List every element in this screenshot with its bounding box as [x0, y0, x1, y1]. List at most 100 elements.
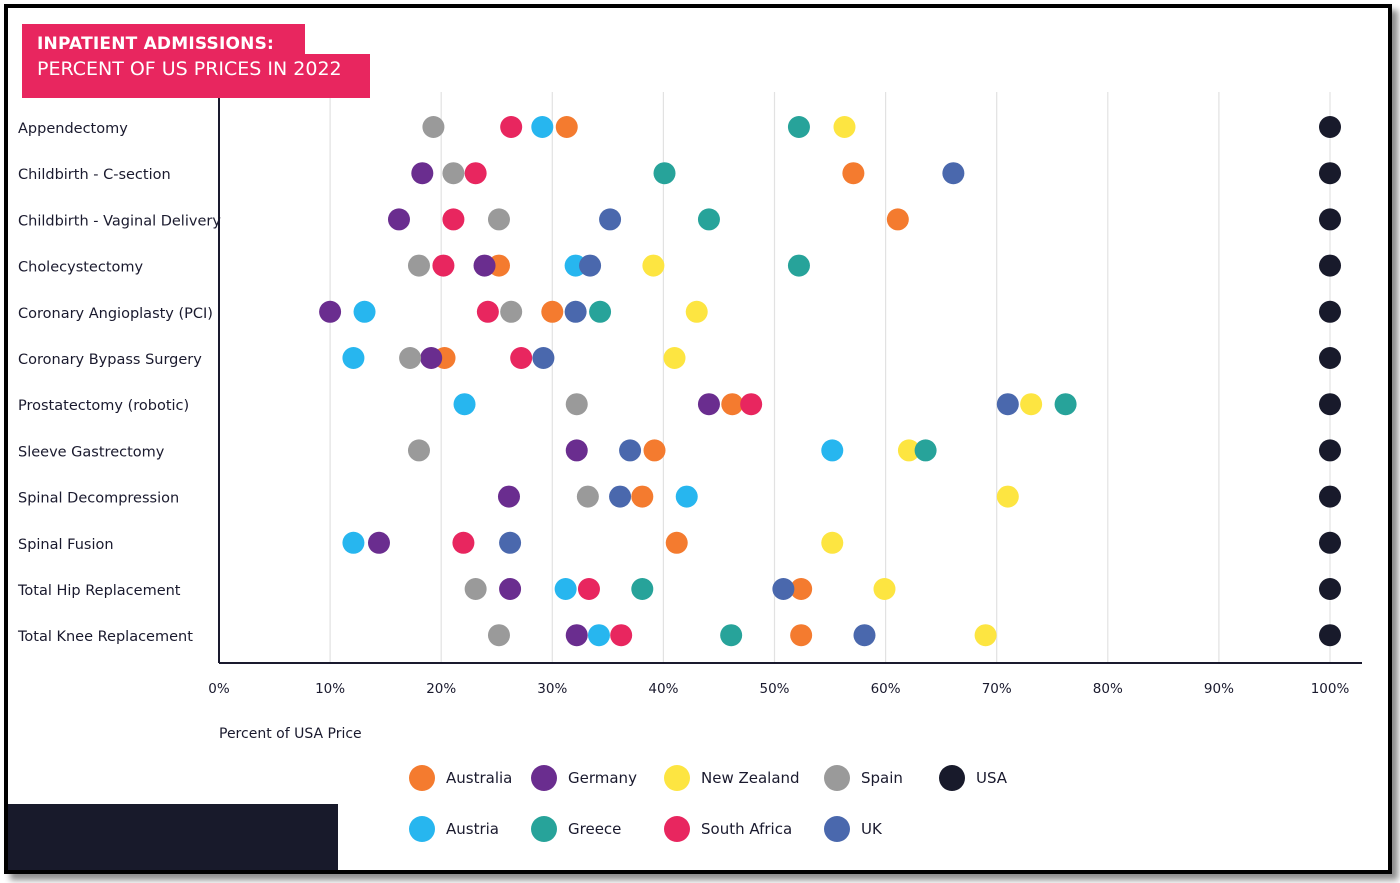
data-point-uk [942, 162, 965, 185]
category-label: Coronary Angioplasty (PCI) [18, 306, 213, 322]
data-point-australia [541, 300, 564, 323]
category-label: Childbirth - Vaginal Delivery [18, 213, 221, 229]
data-point-south-africa [464, 162, 487, 185]
data-point-uk [564, 300, 587, 323]
data-point-australia [665, 531, 688, 554]
data-point-germany [473, 254, 496, 277]
data-point-germany [499, 578, 522, 600]
data-point-australia [721, 393, 744, 416]
data-point-new-zealand [685, 300, 708, 323]
data-point-germany [697, 393, 720, 416]
data-point-new-zealand [1020, 393, 1043, 416]
chart-title-line1: INPATIENT ADMISSIONS: [37, 34, 275, 54]
data-point-usa [1319, 531, 1341, 554]
chart-title-line2: PERCENT OF US PRICES IN 2022 [37, 58, 342, 80]
data-point-greece [697, 208, 720, 231]
x-tick-label: 90% [1204, 681, 1234, 697]
data-point-south-africa [432, 254, 455, 277]
data-point-spain [399, 347, 422, 369]
data-point-uk [609, 485, 632, 508]
data-point-spain [565, 393, 588, 416]
data-point-germany [420, 347, 443, 369]
data-point-new-zealand [821, 531, 844, 554]
data-point-new-zealand [974, 624, 997, 647]
data-point-austria [353, 300, 376, 323]
legend-swatch [664, 816, 690, 842]
legend-label: Greece [568, 820, 621, 838]
data-point-south-africa [610, 624, 633, 647]
data-point-germany [387, 208, 410, 231]
x-tick-label: 50% [759, 681, 789, 697]
data-point-austria [342, 531, 365, 554]
data-point-germany [367, 531, 390, 554]
data-point-uk [499, 531, 522, 554]
data-point-south-africa [740, 393, 763, 416]
data-point-usa [1319, 347, 1341, 369]
category-label: Prostatectomy (robotic) [18, 398, 189, 414]
data-point-austria [675, 485, 698, 508]
legend-swatch [939, 765, 965, 791]
data-point-new-zealand [873, 578, 896, 600]
data-point-austria [453, 393, 476, 416]
category-label: Appendectomy [18, 121, 128, 137]
legend-swatch [664, 765, 690, 791]
category-label: Total Hip Replacement [17, 583, 181, 599]
chart-frame: 0% 10% 20% 30% 40% 50% 60% 70% 80% 90% 100% Percent… [4, 4, 1392, 874]
data-point-usa [1319, 624, 1341, 647]
data-point-new-zealand [996, 485, 1019, 508]
data-point-new-zealand [897, 439, 920, 462]
category-label: Spinal Fusion [18, 537, 114, 553]
x-tick-label: 40% [648, 681, 678, 697]
legend-swatch [531, 816, 557, 842]
data-point-new-zealand [833, 116, 856, 138]
data-point-spain [487, 208, 510, 231]
title-banner-bottom [22, 54, 370, 98]
data-point-spain [500, 300, 523, 323]
data-point-greece [631, 578, 654, 600]
x-tick-label: 80% [1093, 681, 1123, 697]
data-point-usa [1319, 208, 1341, 231]
corner-decoration [8, 804, 338, 870]
data-point-greece [653, 162, 676, 185]
data-point-australia [631, 485, 654, 508]
data-point-germany [497, 485, 520, 508]
data-point-uk [532, 347, 555, 369]
data-point-uk [996, 393, 1019, 416]
data-point-uk [772, 578, 795, 600]
data-point-south-africa [442, 208, 465, 231]
data-point-uk [619, 439, 642, 462]
data-point-australia [790, 624, 813, 647]
legend-label: Australia [446, 769, 512, 787]
data-point-south-africa [510, 347, 533, 369]
data-point-spain [576, 485, 599, 508]
legend-label: New Zealand [701, 769, 800, 787]
title-banner-top [22, 24, 305, 54]
x-tick-label: 100% [1311, 681, 1350, 697]
category-label: Total Knee Replacement [17, 629, 193, 645]
legend-swatch [531, 765, 557, 791]
data-point-spain [442, 162, 465, 185]
data-point-spain [407, 254, 430, 277]
legend-label: Germany [568, 769, 637, 787]
data-point-germany [319, 300, 342, 323]
category-label: Sleeve Gastrectomy [18, 444, 165, 460]
category-label: Coronary Bypass Surgery [18, 352, 202, 368]
x-tick-label: 60% [871, 681, 901, 697]
legend-swatch [824, 816, 850, 842]
category-label: Cholecystectomy [18, 260, 144, 276]
data-point-usa [1319, 254, 1341, 277]
data-point-new-zealand [663, 347, 686, 369]
data-point-uk [599, 208, 622, 231]
category-label: Childbirth - C-section [18, 167, 171, 183]
data-point-austria [821, 439, 844, 462]
data-point-greece [914, 439, 937, 462]
legend-label: Spain [861, 769, 903, 787]
data-point-germany [565, 624, 588, 647]
data-point-greece [589, 300, 612, 323]
data-point-germany [411, 162, 434, 185]
x-tick-label: 0% [208, 681, 230, 697]
data-point-greece [787, 116, 810, 138]
data-point-greece [720, 624, 743, 647]
legend-label: South Africa [701, 820, 792, 838]
data-point-south-africa [476, 300, 499, 323]
